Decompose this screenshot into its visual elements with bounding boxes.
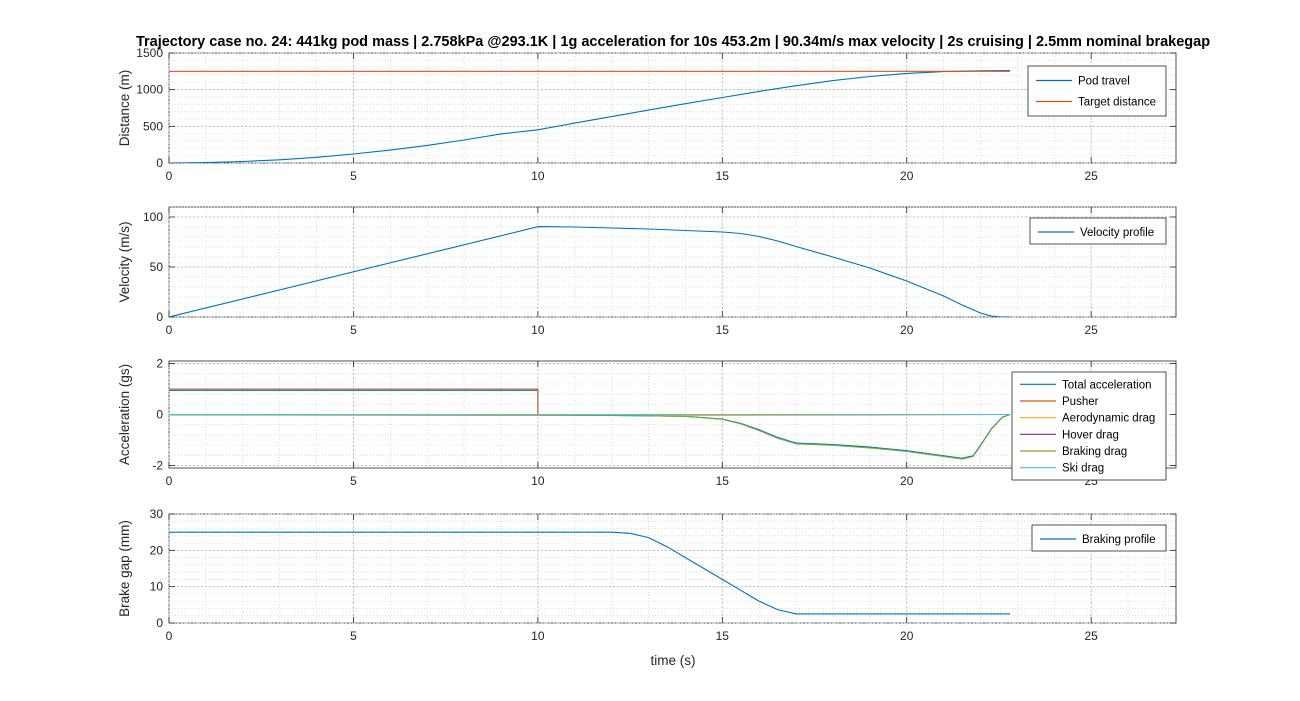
y-tick-label: 30 [150, 507, 164, 521]
axes-box [168, 513, 1177, 624]
x-tick-label: 20 [900, 474, 914, 488]
x-tick-label: 25 [1084, 323, 1098, 337]
x-tick-label: 10 [531, 629, 545, 643]
series-line [169, 413, 1011, 460]
x-tick-label: 0 [166, 169, 173, 183]
x-tick-label: 15 [716, 323, 730, 337]
x-tick-label: 5 [350, 474, 357, 488]
x-tick-label: 20 [900, 629, 914, 643]
x-tick-label: 5 [350, 169, 357, 183]
axes-box [168, 206, 1177, 318]
x-tick-label: 25 [1084, 169, 1098, 183]
legend-label: Braking drag [1062, 446, 1127, 458]
x-tick-label: 10 [531, 169, 545, 183]
legend: Braking profile [1031, 524, 1167, 552]
x-tick-label: 0 [166, 474, 173, 488]
legend-box [1011, 371, 1167, 481]
legend-label: Hover drag [1062, 429, 1119, 441]
axes-box [168, 52, 1177, 164]
x-tick-label: 5 [350, 323, 357, 337]
legend-label: Target distance [1078, 97, 1156, 109]
legend: Total acceleration Pusher Aerodynamic drag… [1011, 371, 1167, 481]
y-axis-label: Distance (m) [117, 70, 132, 147]
y-axis-label: Acceleration (gs) [117, 364, 132, 465]
x-tick-label: 15 [716, 629, 730, 643]
x-tick-label: 20 [900, 323, 914, 337]
series-line [169, 531, 1010, 615]
legend-label: Pod travel [1078, 76, 1130, 88]
series-line [169, 70, 1011, 163]
y-tick-label: 0 [156, 310, 163, 324]
y-tick-label: 10 [150, 580, 164, 594]
subplot-2: 0 5 10 15 20 25 0 50 100 Velocity (m/s) Velocity p… [117, 206, 1177, 337]
y-tick-label: 100 [143, 210, 163, 224]
x-tick-label: 5 [350, 629, 357, 643]
legend-label: Ski drag [1062, 463, 1104, 475]
y-tick-label: 1500 [136, 46, 163, 60]
y-tick-label: 0 [156, 408, 163, 422]
x-tick-label: 15 [716, 169, 730, 183]
series-line [169, 226, 1011, 317]
y-tick-label: 20 [150, 543, 164, 557]
legend: Pod travel Target distance [1027, 65, 1167, 117]
legend-box [1027, 65, 1167, 117]
legend-box [1029, 217, 1167, 245]
subplot-4: 0 5 10 15 20 25 0 10 20 30 Brake gap (mm) Braking p… [117, 507, 1177, 643]
y-tick-label: 0 [156, 616, 163, 630]
legend-label: Velocity profile [1080, 227, 1154, 239]
x-tick-label: 20 [900, 169, 914, 183]
y-tick-label: 2 [156, 357, 163, 371]
x-tick-label: 0 [166, 629, 173, 643]
y-tick-label: 1000 [136, 83, 163, 97]
subplot-1: 0 5 10 15 20 25 0 500 1000 1500 Distance (m) Pod tr… [117, 46, 1177, 183]
legend-label: Braking profile [1082, 534, 1156, 546]
y-axis-label: Brake gap (mm) [117, 520, 132, 617]
legend-box [1031, 524, 1167, 552]
legend-label: Pusher [1062, 396, 1099, 408]
x-axis-label: time (s) [651, 653, 696, 668]
legend-label: Total acceleration [1062, 379, 1152, 391]
figure-title: Trajectory case no. 24: 441kg pod mass |… [136, 34, 1210, 50]
legend: Velocity profile [1029, 217, 1167, 245]
x-tick-label: 25 [1084, 629, 1098, 643]
y-tick-label: -2 [152, 458, 163, 472]
x-tick-label: 15 [716, 474, 730, 488]
y-tick-label: 0 [156, 156, 163, 170]
x-tick-label: 0 [166, 323, 173, 337]
y-tick-label: 50 [150, 260, 164, 274]
y-axis-label: Velocity (m/s) [117, 221, 132, 302]
legend-label: Aerodynamic drag [1062, 413, 1155, 425]
x-tick-label: 10 [531, 323, 545, 337]
x-tick-label: 10 [531, 474, 545, 488]
y-tick-label: 500 [143, 119, 163, 133]
